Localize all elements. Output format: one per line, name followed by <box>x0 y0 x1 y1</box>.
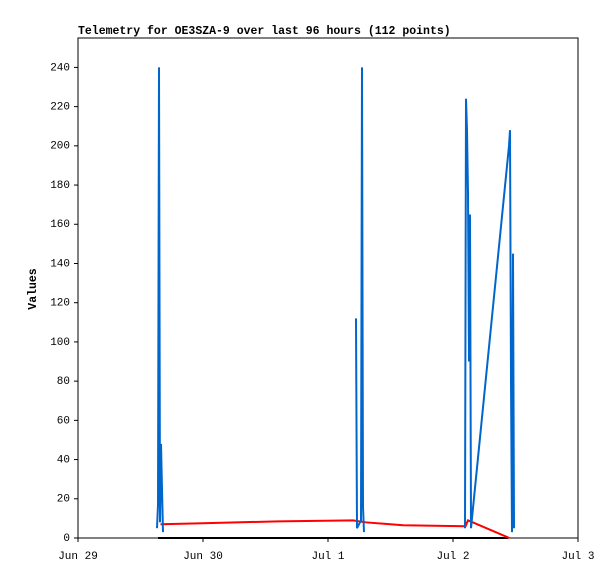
plot-frame <box>77 37 579 539</box>
x-tick-label: Jul 2 <box>436 551 469 563</box>
x-tick-label: Jul 3 <box>561 551 594 563</box>
y-tick-label: 20 <box>57 494 70 506</box>
y-tick-label: 80 <box>57 376 70 388</box>
chart-title: Telemetry for OE3SZA-9 over last 96 hour… <box>78 25 451 38</box>
series-line <box>156 67 515 533</box>
x-tick-label: Jun 29 <box>58 551 98 563</box>
y-tick-label: 40 <box>57 454 70 466</box>
y-axis-label: Values <box>27 268 40 310</box>
x-tick-label: Jun 30 <box>183 551 223 563</box>
y-tick-label: 220 <box>50 102 70 114</box>
y-tick-label: 160 <box>50 219 70 231</box>
y-tick-label: 120 <box>50 298 70 310</box>
y-tick-label: 60 <box>57 415 70 427</box>
x-tick-label: Jul 1 <box>311 551 344 563</box>
y-tick-label: 240 <box>50 62 70 74</box>
y-tick-label: 100 <box>50 337 70 349</box>
series-line <box>160 519 510 539</box>
y-tick-label: 180 <box>50 180 70 192</box>
y-tick-label: 140 <box>50 258 70 270</box>
y-tick-label: 0 <box>63 533 70 545</box>
y-tick-label: 200 <box>50 141 70 153</box>
